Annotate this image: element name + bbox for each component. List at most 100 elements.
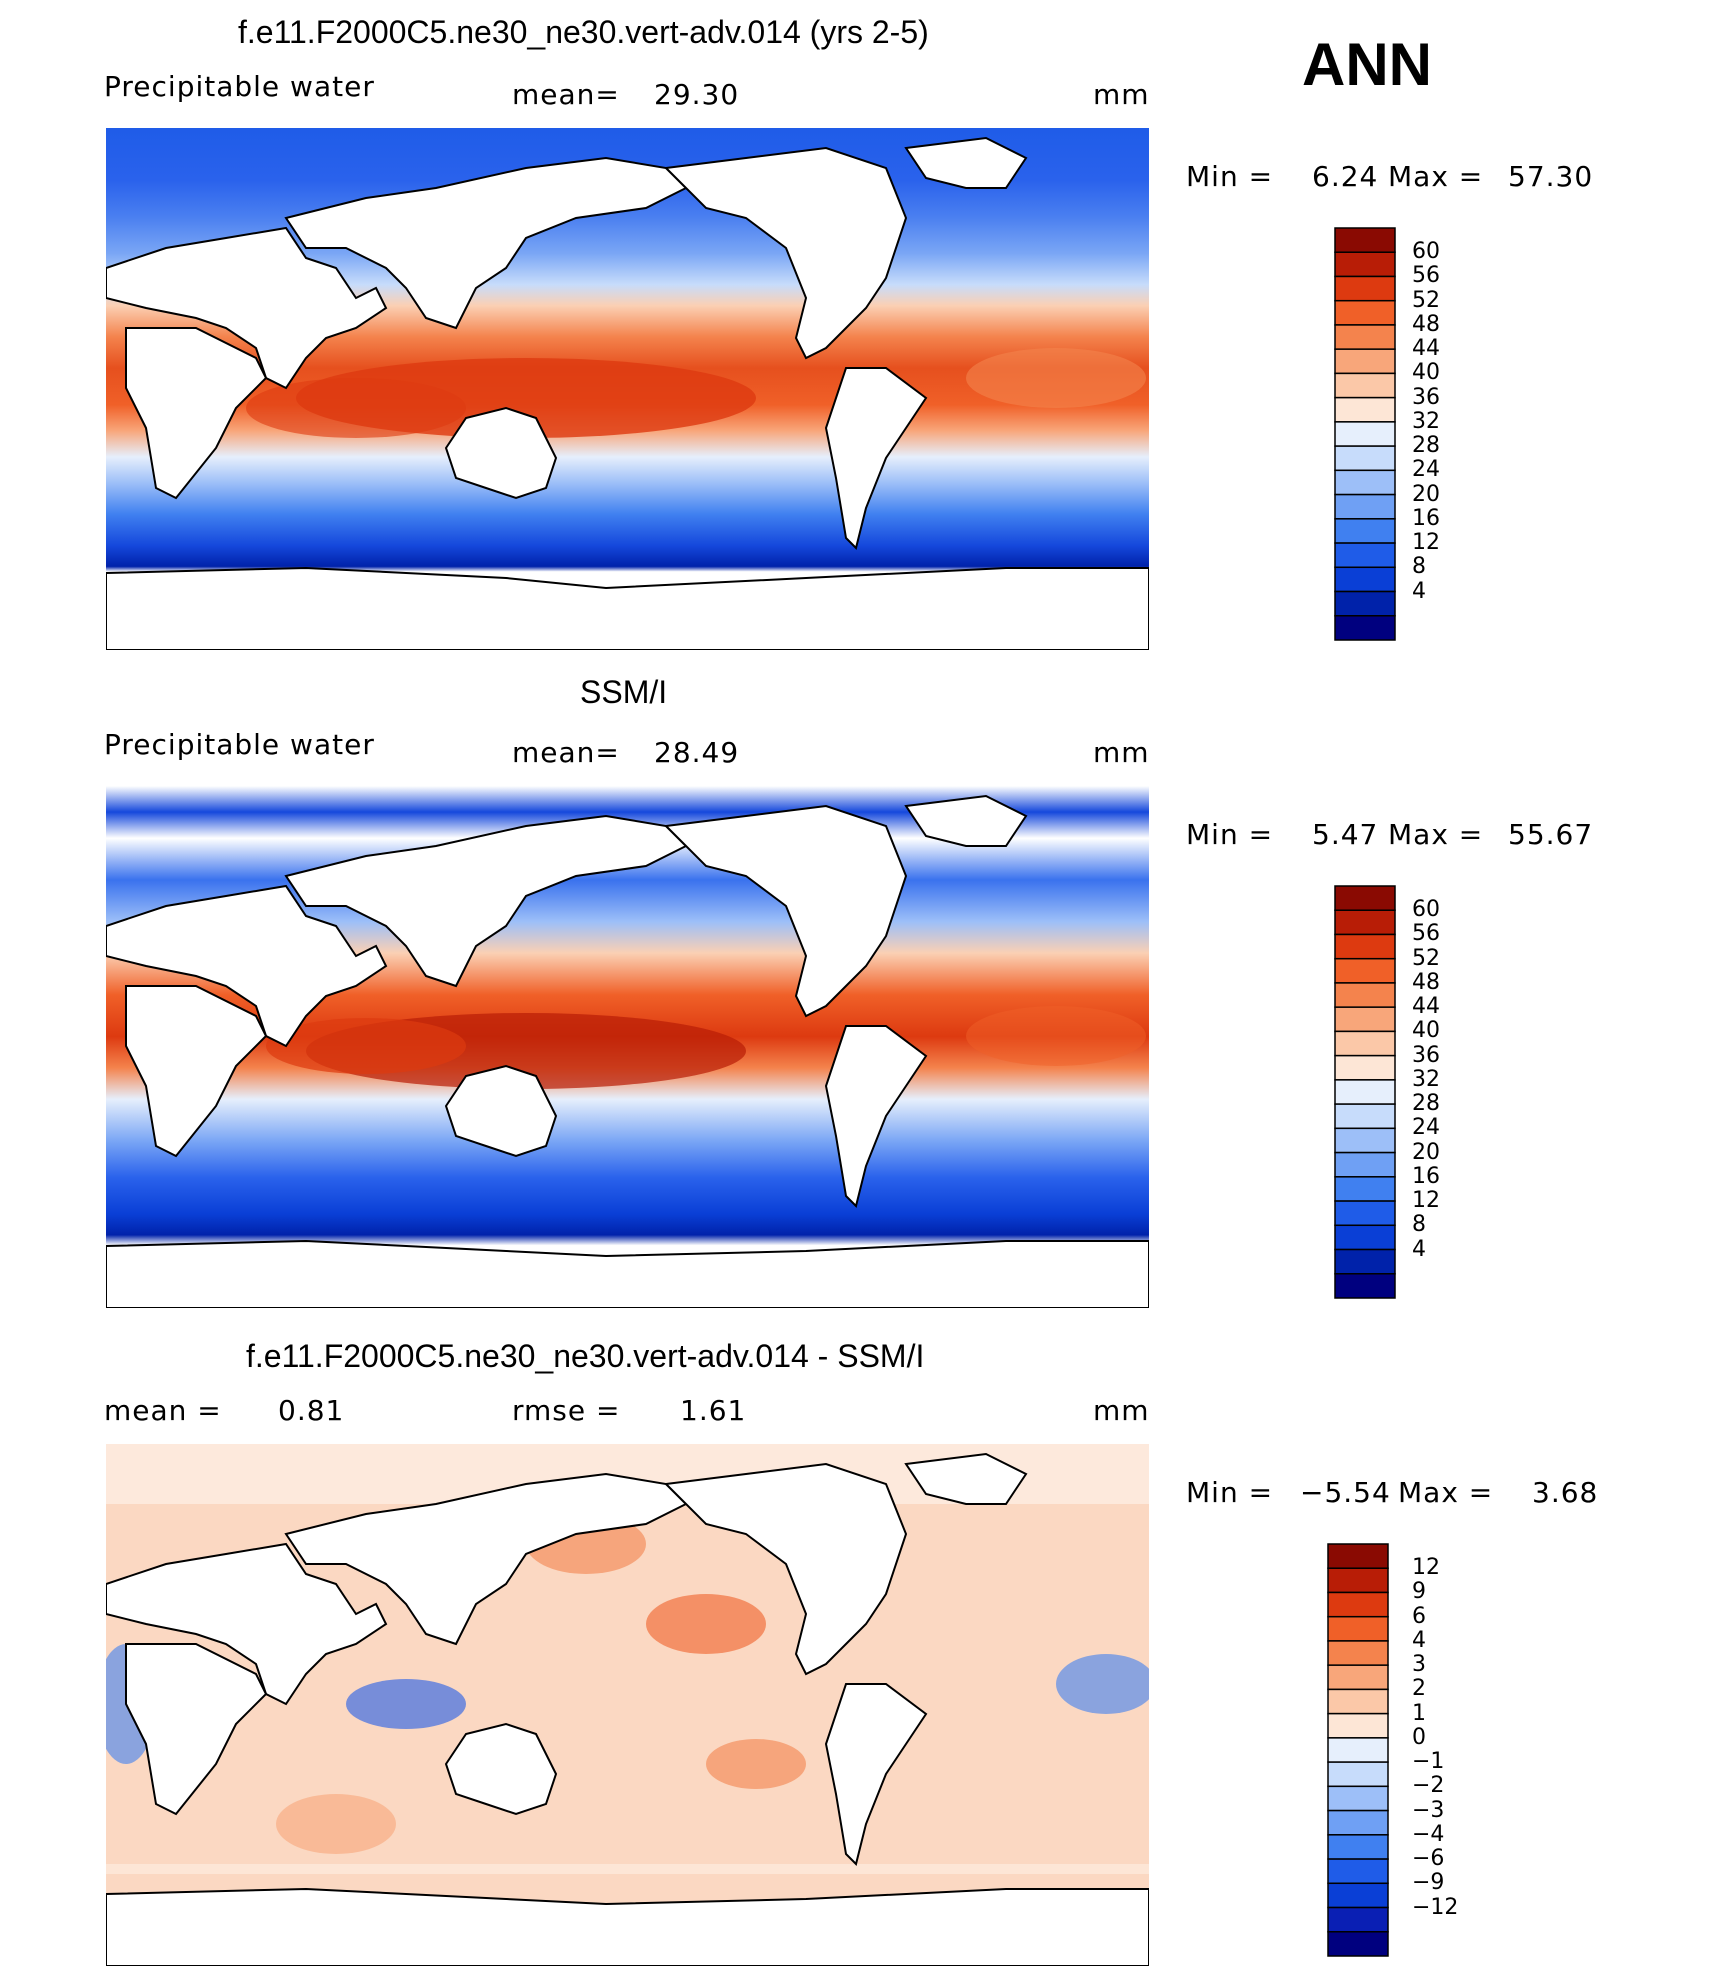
colorbar-swatch bbox=[1327, 1712, 1389, 1739]
colorbar-swatch bbox=[1327, 1809, 1389, 1836]
colorbar-swatch bbox=[1334, 372, 1396, 399]
colorbar-swatch bbox=[1334, 909, 1396, 936]
colorbar-tick-label: 32 bbox=[1412, 1066, 1440, 1092]
colorbar-swatch bbox=[1334, 251, 1396, 278]
colorbar-swatch bbox=[1327, 1834, 1389, 1860]
colorbar-swatch bbox=[1334, 1079, 1396, 1105]
panel-3-colorbar-swatches bbox=[1327, 1543, 1389, 1957]
panel-1-mean-label: mean= bbox=[512, 78, 620, 111]
season-label: ANN bbox=[1302, 31, 1432, 98]
panel-3-mean-value: 0.81 bbox=[278, 1394, 345, 1427]
colorbar-tick-label: 60 bbox=[1412, 897, 1440, 923]
colorbar-tick-label: 9 bbox=[1412, 1579, 1426, 1605]
panel-2-map bbox=[106, 786, 1149, 1308]
colorbar-tick-label: 1 bbox=[1412, 1700, 1426, 1726]
colorbar-swatch bbox=[1334, 566, 1396, 593]
panel-3-min-value: −5.54 bbox=[1300, 1476, 1391, 1509]
colorbar-swatch bbox=[1334, 933, 1396, 960]
colorbar-tick-label: 16 bbox=[1412, 1163, 1440, 1189]
panel-2-mean-value: 28.49 bbox=[654, 736, 740, 769]
colorbar-tick-label: 56 bbox=[1412, 921, 1440, 947]
colorbar-swatch bbox=[1327, 1906, 1389, 1933]
colorbar-tick-label: −1 bbox=[1412, 1749, 1445, 1775]
colorbar-tick-label: 12 bbox=[1412, 1555, 1440, 1581]
colorbar-tick-label: 4 bbox=[1412, 1627, 1426, 1653]
colorbar-tick-label: 28 bbox=[1412, 1091, 1440, 1117]
colorbar-swatch bbox=[1334, 421, 1396, 447]
colorbar-tick-label: 3 bbox=[1412, 1652, 1426, 1678]
colorbar-tick-label: 36 bbox=[1412, 1042, 1440, 1068]
panel-2-min-label: Min = bbox=[1186, 818, 1274, 851]
panel-1-title: f.e11.F2000C5.ne30_ne30.vert-adv.014 (yr… bbox=[238, 14, 929, 50]
colorbar-swatch bbox=[1334, 542, 1396, 569]
panel-1-min-label: Min = bbox=[1186, 160, 1274, 193]
colorbar-tick-label: 16 bbox=[1412, 505, 1440, 531]
colorbar-swatch bbox=[1334, 615, 1396, 641]
colorbar-tick-label: 20 bbox=[1412, 1139, 1440, 1165]
colorbar-swatch bbox=[1334, 1176, 1396, 1202]
panel-3-title: f.e11.F2000C5.ne30_ne30.vert-adv.014 - S… bbox=[246, 1338, 925, 1374]
colorbar-tick-label: 40 bbox=[1412, 1018, 1440, 1044]
colorbar-swatch bbox=[1334, 445, 1396, 472]
panel-1-map bbox=[106, 128, 1149, 650]
colorbar-tick-label: 12 bbox=[1412, 1188, 1440, 1214]
colorbar-swatch bbox=[1334, 299, 1396, 326]
panel-3-max-value: 3.68 bbox=[1532, 1476, 1599, 1509]
colorbar-tick-label: 6 bbox=[1412, 1603, 1426, 1629]
panel-1-units: mm bbox=[1093, 78, 1150, 111]
colorbar-tick-label: 60 bbox=[1412, 239, 1440, 265]
colorbar-tick-label: 40 bbox=[1412, 360, 1440, 386]
colorbar-tick-label: −4 bbox=[1412, 1821, 1445, 1847]
colorbar-tick-label: 2 bbox=[1412, 1676, 1426, 1702]
colorbar-tick-label: 24 bbox=[1412, 1115, 1440, 1141]
colorbar-tick-label: 48 bbox=[1412, 969, 1440, 995]
colorbar-tick-label: 28 bbox=[1412, 433, 1440, 459]
colorbar-swatch bbox=[1334, 324, 1396, 350]
panel-3-max-label: Max = bbox=[1398, 1476, 1494, 1509]
colorbar-tick-label: 4 bbox=[1412, 578, 1426, 604]
colorbar-swatch bbox=[1327, 1785, 1389, 1812]
colorbar-swatch bbox=[1334, 1103, 1396, 1130]
panel-2-variable: Precipitable water bbox=[104, 728, 375, 761]
colorbar-swatch bbox=[1327, 1591, 1389, 1618]
colorbar-swatch bbox=[1334, 957, 1396, 984]
colorbar-swatch bbox=[1334, 1030, 1396, 1057]
panel-1-max-value: 57.30 bbox=[1508, 160, 1594, 193]
panel-2-colorbar-labels: 60 56 52 48 44 40 36 32 28 24 20 16 12 8 4 bbox=[1412, 886, 1492, 1298]
colorbar-tick-label: 52 bbox=[1412, 287, 1440, 313]
colorbar-swatch bbox=[1327, 1567, 1389, 1594]
colorbar-tick-label: 4 bbox=[1412, 1236, 1426, 1262]
panel-1-min-value: 6.24 bbox=[1312, 160, 1379, 193]
colorbar-swatch bbox=[1327, 1737, 1389, 1763]
panel-1-variable: Precipitable water bbox=[104, 70, 375, 103]
colorbar-tick-label: 56 bbox=[1412, 263, 1440, 289]
colorbar-tick-label: 44 bbox=[1412, 994, 1440, 1020]
colorbar-swatch bbox=[1327, 1858, 1389, 1885]
colorbar-swatch bbox=[1327, 1543, 1389, 1569]
colorbar-tick-label: −3 bbox=[1412, 1797, 1445, 1823]
colorbar-tick-label: 52 bbox=[1412, 945, 1440, 971]
panel-2-colorbar bbox=[1334, 885, 1415, 1299]
panel-2-max-value: 55.67 bbox=[1508, 818, 1594, 851]
panel-2-units: mm bbox=[1093, 736, 1150, 769]
panel-1-mean-value: 29.30 bbox=[654, 78, 740, 111]
panel-3-colorbar bbox=[1327, 1543, 1408, 1957]
colorbar-tick-label: −6 bbox=[1412, 1846, 1445, 1872]
panel-2-title: SSM/I bbox=[580, 674, 668, 710]
colorbar-tick-label: 36 bbox=[1412, 384, 1440, 410]
colorbar-swatch bbox=[1334, 982, 1396, 1008]
colorbar-swatch bbox=[1334, 1200, 1396, 1227]
colorbar-swatch bbox=[1334, 1006, 1396, 1033]
colorbar-swatch bbox=[1334, 396, 1396, 423]
panel-1-max-label: Max = bbox=[1388, 160, 1484, 193]
panel-1-colorbar-swatches bbox=[1334, 227, 1396, 641]
panel-3-rmse-value: 1.61 bbox=[680, 1394, 747, 1427]
colorbar-swatch bbox=[1327, 1688, 1389, 1715]
colorbar-swatch bbox=[1327, 1640, 1389, 1666]
colorbar-swatch bbox=[1334, 1127, 1396, 1154]
panel-1-colorbar bbox=[1334, 227, 1415, 641]
colorbar-swatch bbox=[1327, 1664, 1389, 1691]
panel-2-colorbar-swatches bbox=[1334, 885, 1396, 1299]
colorbar-swatch bbox=[1334, 1248, 1396, 1275]
panel-2-max-label: Max = bbox=[1388, 818, 1484, 851]
